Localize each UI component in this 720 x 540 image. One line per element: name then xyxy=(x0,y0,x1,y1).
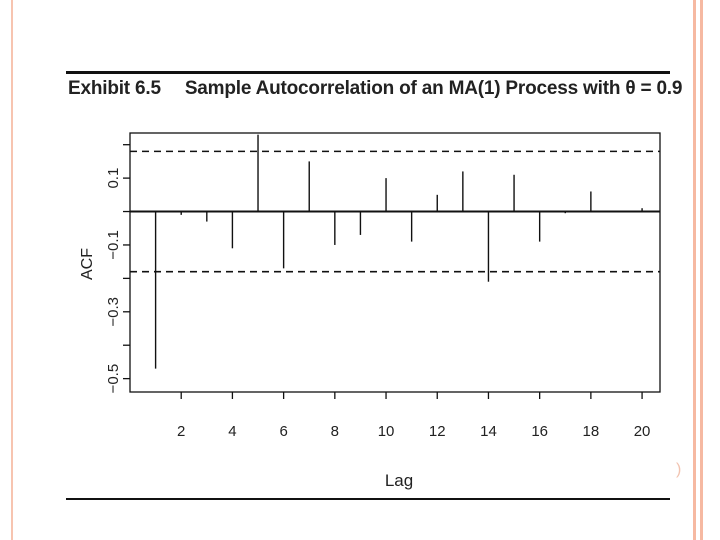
corner-mark: ) xyxy=(676,461,682,478)
y-tick-label: 0.1 xyxy=(105,168,122,189)
y-tick-label: −0.3 xyxy=(105,297,122,327)
frame-stripe xyxy=(693,0,696,540)
x-tick-label: 12 xyxy=(429,423,446,440)
x-tick-label: 20 xyxy=(634,423,651,440)
exhibit-label: Exhibit 6.5 xyxy=(68,78,161,99)
x-tick-label: 14 xyxy=(480,423,497,440)
plot-frame xyxy=(129,132,661,393)
exhibit-bottom-rule xyxy=(66,498,670,500)
frame-stripe xyxy=(700,0,703,540)
x-tick-label: 2 xyxy=(177,423,185,440)
x-tick-label: 6 xyxy=(279,423,287,440)
x-tick-label: 10 xyxy=(378,423,395,440)
x-axis-label: Lag xyxy=(385,471,413,490)
exhibit-heading: Exhibit 6.5 Sample Autocorrelation of an … xyxy=(68,78,682,100)
exhibit-top-rule xyxy=(66,71,670,74)
slide-frame-left xyxy=(0,0,13,540)
y-tick-label: −0.1 xyxy=(105,230,122,260)
exhibit-title: Sample Autocorrelation of an MA(1) Proce… xyxy=(184,78,683,99)
y-tick-label: −0.5 xyxy=(105,364,122,394)
x-tick-label: 8 xyxy=(331,423,339,440)
slide-frame-right xyxy=(688,0,720,540)
x-tick-label: 16 xyxy=(531,423,548,440)
x-tick-label: 18 xyxy=(583,423,600,440)
y-axis-label: ACF xyxy=(79,248,96,280)
x-tick-label: 4 xyxy=(228,423,236,440)
